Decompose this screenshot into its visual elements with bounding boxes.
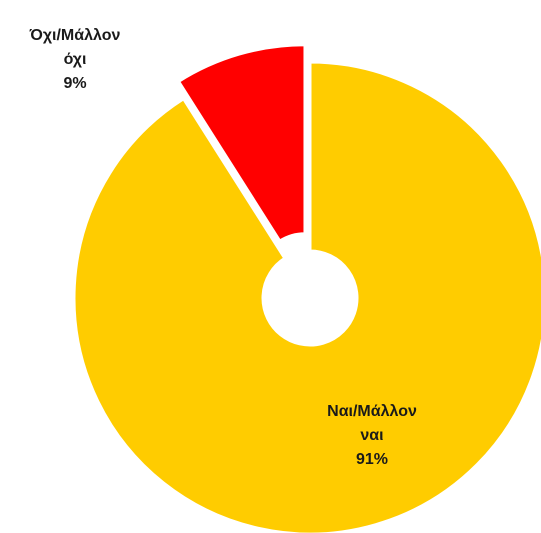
category-label: Ναι/Μάλλον ναι: [327, 403, 417, 444]
slice-label: Ναι/Μάλλον ναι 91%: [307, 400, 437, 472]
slice: [176, 43, 307, 244]
slice: [72, 60, 541, 533]
value-label: 9%: [63, 75, 87, 92]
value-label: 91%: [355, 451, 389, 468]
slice-label: Όχι/Μάλλον όχι 9%: [10, 24, 140, 96]
category-label: Όχι/Μάλλον όχι: [29, 27, 121, 68]
